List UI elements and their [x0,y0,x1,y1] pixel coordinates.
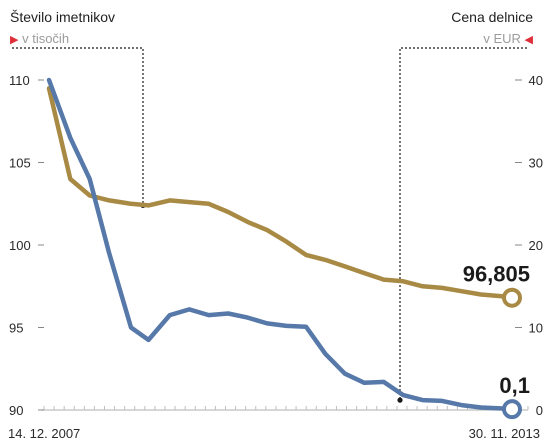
left-axis-unit: ▶ v tisočih [10,31,69,46]
series-lines [46,77,515,412]
x-start-label: 14. 12. 2007 [8,426,80,441]
annotation-leader [12,47,144,206]
series-line-2 [46,77,515,412]
series-line-1 [46,86,515,300]
axis-ticks [38,79,529,411]
right-tick-label: 40 [529,73,543,88]
left-unit-text: v tisočih [22,31,70,46]
right-tick-label: 30 [529,156,543,171]
right-axis-title: Cena delnice [451,9,533,25]
left-tick-label: 105 [9,156,31,171]
end-value-label: 96,805 [463,262,530,287]
right-unit-text: v EUR [483,31,521,46]
left-axis-title: Število imetnikov [10,9,116,25]
annotation-leader [399,47,527,401]
end-point-marker [502,287,522,308]
left-tick-label: 95 [9,321,23,336]
right-tick-label: 10 [529,321,543,336]
annotation-dot [397,397,403,403]
right-axis-unit: v EUR ◀ [483,31,533,46]
annotation-lines [12,47,527,403]
end-point-marker [502,399,522,420]
left-arrow-icon: ▶ [10,34,19,46]
left-tick-label: 90 [9,403,23,418]
left-tick-label: 110 [9,73,30,88]
right-tick-label: 20 [529,238,543,253]
left-tick-label: 100 [9,238,31,253]
right-arrow-icon: ◀ [524,34,533,46]
right-tick-label: 0 [536,403,543,418]
end-value-label: 0,1 [499,373,530,398]
x-end-label: 30. 11. 2013 [469,426,540,441]
end-markers: 96,805 0,1 [463,262,530,420]
